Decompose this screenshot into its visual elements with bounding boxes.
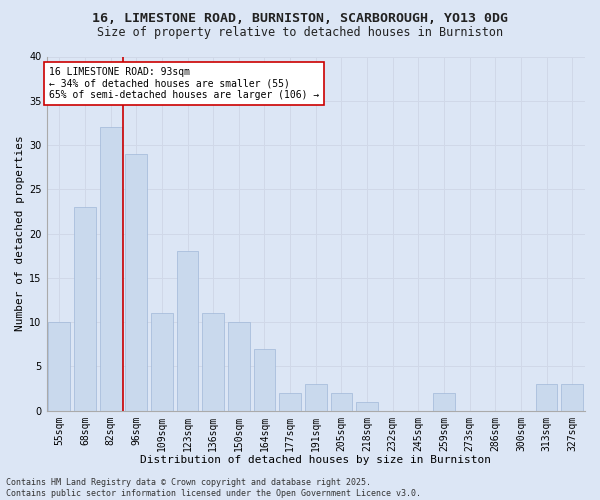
Bar bbox=[202, 314, 224, 410]
Bar bbox=[254, 348, 275, 410]
Text: 16, LIMESTONE ROAD, BURNISTON, SCARBOROUGH, YO13 0DG: 16, LIMESTONE ROAD, BURNISTON, SCARBOROU… bbox=[92, 12, 508, 26]
Bar bbox=[151, 314, 173, 410]
X-axis label: Distribution of detached houses by size in Burniston: Distribution of detached houses by size … bbox=[140, 455, 491, 465]
Text: 16 LIMESTONE ROAD: 93sqm
← 34% of detached houses are smaller (55)
65% of semi-d: 16 LIMESTONE ROAD: 93sqm ← 34% of detach… bbox=[49, 67, 319, 100]
Text: Size of property relative to detached houses in Burniston: Size of property relative to detached ho… bbox=[97, 26, 503, 39]
Bar bbox=[49, 322, 70, 410]
Bar bbox=[305, 384, 326, 410]
Bar bbox=[279, 393, 301, 410]
Bar bbox=[331, 393, 352, 410]
Text: Contains HM Land Registry data © Crown copyright and database right 2025.
Contai: Contains HM Land Registry data © Crown c… bbox=[6, 478, 421, 498]
Bar bbox=[536, 384, 557, 410]
Bar bbox=[100, 128, 122, 410]
Bar bbox=[433, 393, 455, 410]
Bar bbox=[228, 322, 250, 410]
Bar bbox=[74, 207, 96, 410]
Bar bbox=[356, 402, 378, 410]
Bar bbox=[176, 252, 199, 410]
Bar bbox=[125, 154, 147, 410]
Y-axis label: Number of detached properties: Number of detached properties bbox=[15, 136, 25, 332]
Bar bbox=[561, 384, 583, 410]
